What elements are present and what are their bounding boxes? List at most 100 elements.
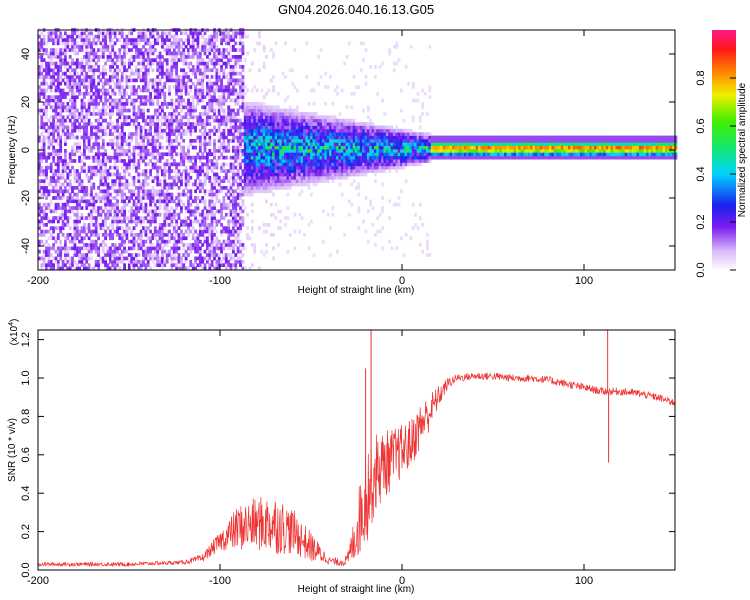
spectrogram-cell <box>161 135 164 140</box>
spectrogram-cell <box>281 122 285 126</box>
spectrogram-cell <box>329 145 332 150</box>
spectrogram-cell <box>277 139 280 143</box>
spectrogram-cell <box>56 226 60 230</box>
spectrogram-cell <box>165 34 169 39</box>
spectrogram-cell <box>38 48 41 52</box>
spectrogram-cell <box>232 219 235 224</box>
spectrogram-cell <box>120 34 124 39</box>
spectrogram-cell <box>255 115 259 120</box>
spectrogram-cell <box>73 142 77 146</box>
spectrogram-cell <box>222 142 226 146</box>
spectrogram-cell <box>295 112 299 116</box>
spectrogram-cell <box>227 202 231 207</box>
spectrogram-cell <box>116 142 119 146</box>
spectrogram-cell <box>220 155 223 160</box>
spectrogram-cell <box>236 142 240 146</box>
spectrogram-cell <box>92 155 96 160</box>
spectrogram-cell <box>64 142 67 146</box>
spectrogram-cell <box>307 125 311 130</box>
spectrogram-cell <box>180 263 183 267</box>
spectrogram-cell <box>161 34 164 39</box>
spectrogram-cell <box>172 246 176 251</box>
spectrogram-cell <box>222 95 226 99</box>
spectrogram-cell <box>45 68 48 73</box>
spectrogram-cell <box>66 34 70 39</box>
spectrogram-cell <box>47 192 51 197</box>
spectrogram-cell <box>54 55 58 59</box>
spectrogram-cell <box>45 115 48 120</box>
spectrogram-cell <box>83 122 86 126</box>
spectrogram-cell <box>260 149 264 153</box>
spectrogram-cell <box>101 41 105 46</box>
spectrogram-cell <box>132 256 136 261</box>
spectrogram-cell <box>38 44 41 49</box>
spectrogram-cell <box>172 85 176 89</box>
spectrogram-cell <box>120 122 124 126</box>
spectrogram-cell <box>132 71 136 76</box>
spectrogram-cell <box>305 142 309 146</box>
spectrogram-cell <box>314 132 318 136</box>
spectrogram-cell <box>161 41 164 46</box>
spectrogram-cell <box>239 65 242 69</box>
spectrogram-cell <box>106 132 110 136</box>
spectrogram-cell <box>277 152 280 157</box>
spectrogram-cell <box>189 243 193 247</box>
spectrogram-cell <box>262 108 266 113</box>
spectrogram-cell <box>210 212 214 217</box>
spectrogram-cell <box>281 108 285 113</box>
spectrogram-cell <box>284 112 287 116</box>
spectrogram-cell <box>248 159 252 163</box>
spectrogram-cell <box>222 139 226 143</box>
spectrogram-cell <box>227 196 231 200</box>
spectrogram-cell <box>243 189 247 194</box>
spectrogram-cell <box>137 95 141 99</box>
spectrogram-cell <box>170 51 174 56</box>
spectrogram-cell <box>180 105 183 110</box>
spectrogram-cell <box>170 55 174 59</box>
spectrogram-cell <box>165 233 169 237</box>
spectrogram-cell <box>163 226 167 230</box>
spectrogram-cell <box>97 152 100 157</box>
spectrogram-cell <box>303 112 306 116</box>
spectrogram-cell <box>54 256 58 261</box>
spectrogram-cell <box>208 132 212 136</box>
spectrogram-cell <box>232 229 235 234</box>
spectrogram-cell <box>170 236 174 241</box>
spectrogram-cell <box>194 155 197 160</box>
spectrogram-cell <box>158 189 162 194</box>
spectrogram-cell <box>284 169 287 173</box>
spectrogram-cell <box>220 122 223 126</box>
spectrogram-cell <box>42 186 46 190</box>
spectrogram-cell <box>291 179 294 183</box>
spectrogram-cell <box>146 152 150 157</box>
spectrogram-cell <box>191 139 195 143</box>
spectrogram-cell <box>47 142 51 146</box>
spectrogram-cell <box>220 108 223 113</box>
spectrogram-cell <box>104 98 107 103</box>
spectrogram-cell <box>284 122 287 126</box>
spectrogram-cell <box>272 108 275 113</box>
spectrogram-cell <box>94 145 98 150</box>
spectrogram-cell <box>120 226 124 230</box>
spectrogram-cell <box>310 149 313 153</box>
spectrogram-cell <box>206 239 209 244</box>
spectrogram-cell <box>116 159 119 163</box>
spectrogram-cell <box>49 31 53 36</box>
spectrogram-cell <box>307 132 311 136</box>
spectrogram-cell <box>127 78 131 83</box>
spectrogram-cell <box>177 98 181 103</box>
spectrogram-cell <box>151 246 155 251</box>
spectrogram-cell <box>40 88 44 93</box>
spectrogram-cell <box>317 132 320 136</box>
spectrogram-cell <box>232 226 235 230</box>
spectrogram-cell <box>262 149 266 153</box>
spectrogram-cell <box>265 229 268 234</box>
spectrogram-cell <box>203 226 207 230</box>
spectrogram-cell <box>92 102 96 106</box>
spectrogram-cell <box>139 51 143 56</box>
spectrogram-cell <box>250 165 254 170</box>
spectrogram-cell <box>54 38 58 42</box>
spectrogram-cell <box>146 192 150 197</box>
spectrogram-cell <box>66 85 70 89</box>
